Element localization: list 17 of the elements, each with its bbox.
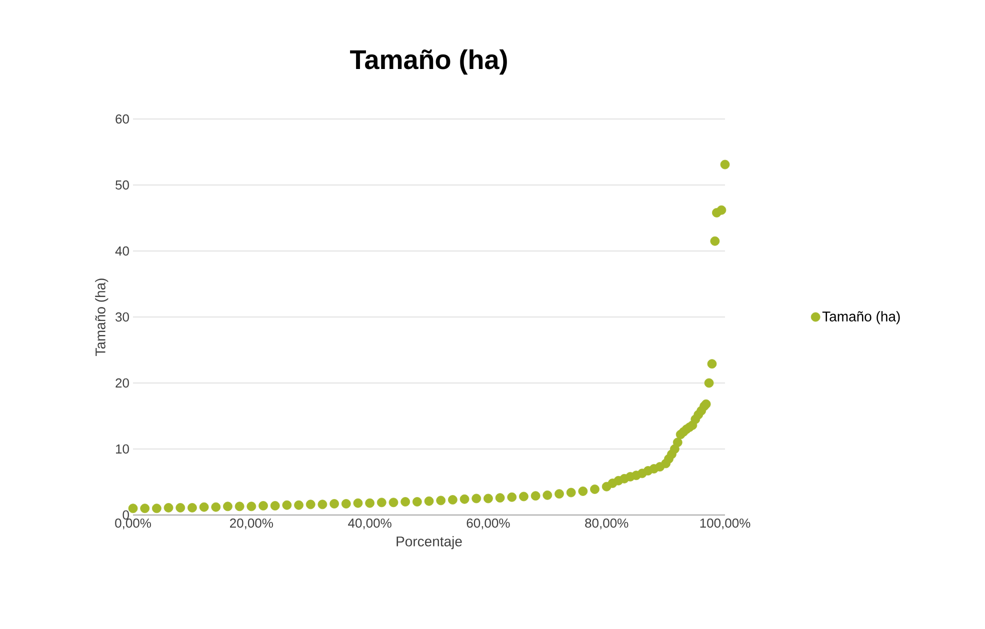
x-tick-label: 80,00%	[585, 518, 628, 530]
y-axis-title: Tamaño (ha)	[95, 278, 108, 356]
y-tick-label: 50	[116, 180, 129, 190]
y-tick-label: 30	[116, 312, 129, 322]
x-tick-label: 40,00%	[348, 518, 392, 530]
x-tick-label: 100,00%	[700, 518, 750, 530]
y-tick-label: 0	[122, 510, 129, 520]
x-tick-label: 60,00%	[466, 518, 510, 530]
y-tick-label: 60	[116, 114, 129, 124]
legend-label: Tamaño (ha)	[822, 311, 900, 324]
y-tick-label: 20	[116, 378, 129, 388]
x-tick-label: 20,00%	[230, 518, 273, 530]
chart-title: Tamaño (ha)	[350, 49, 507, 75]
x-tick-label: 0,00%	[115, 518, 151, 530]
y-tick-label: 40	[115, 246, 129, 256]
y-tick-label: 10	[116, 444, 129, 454]
x-axis-title: Porcentaje	[396, 536, 462, 550]
